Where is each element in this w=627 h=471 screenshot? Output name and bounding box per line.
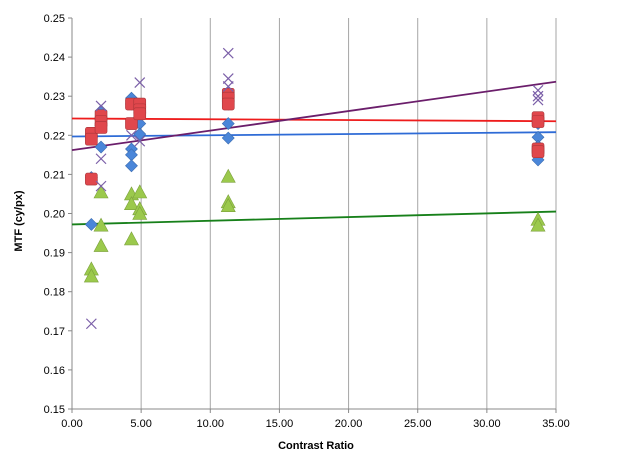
x-tick-label: 35.00 xyxy=(542,418,570,430)
marker-cross xyxy=(222,47,234,59)
marker-triangle xyxy=(93,217,109,232)
y-tick-label: 0.25 xyxy=(44,13,65,25)
marker-diamond xyxy=(94,140,108,154)
marker-square xyxy=(85,172,98,186)
marker-square xyxy=(133,107,147,121)
marker-cross xyxy=(222,81,234,92)
marker-cross xyxy=(95,180,107,192)
marker-triangle xyxy=(530,217,546,232)
trendline xyxy=(71,210,557,226)
marker-diamond xyxy=(125,159,138,173)
marker-cross xyxy=(95,153,107,165)
marker-cross xyxy=(532,84,544,96)
trendline xyxy=(71,117,557,123)
marker-triangle xyxy=(132,184,148,199)
y-tick-label: 0.16 xyxy=(44,365,65,377)
y-tick-label: 0.23 xyxy=(44,91,65,103)
marker-cross xyxy=(95,100,107,112)
marker-diamond xyxy=(221,131,235,145)
marker-diamond xyxy=(84,218,98,231)
data-points xyxy=(83,47,546,330)
y-tick-label: 0.17 xyxy=(44,326,65,338)
x-tick-label: 20.00 xyxy=(335,418,363,430)
marker-square xyxy=(221,97,235,111)
marker-cross xyxy=(222,73,234,85)
x-tick-label: 10.00 xyxy=(197,418,225,430)
marker-triangle xyxy=(220,168,236,183)
marker-triangle xyxy=(220,198,236,212)
y-tick-label: 0.24 xyxy=(44,52,65,64)
marker-triangle xyxy=(123,196,139,211)
y-tick-label: 0.19 xyxy=(44,248,65,260)
x-tick-label: 30.00 xyxy=(473,418,501,430)
marker-triangle xyxy=(93,184,109,199)
axes xyxy=(68,17,557,413)
x-tick-label: 0.00 xyxy=(61,418,82,430)
marker-triangle xyxy=(132,205,148,220)
marker-square xyxy=(531,115,545,128)
trendline xyxy=(71,80,557,152)
y-tick-label: 0.22 xyxy=(44,130,65,142)
marker-square xyxy=(125,117,138,130)
marker-cross xyxy=(126,129,137,141)
marker-square xyxy=(85,132,98,146)
marker-triangle xyxy=(123,231,139,246)
y-tick-label: 0.18 xyxy=(44,287,65,299)
marker-cross xyxy=(532,94,544,106)
trendlines xyxy=(71,80,557,226)
marker-square xyxy=(94,121,108,134)
marker-cross xyxy=(134,77,146,88)
marker-diamond xyxy=(221,117,235,130)
marker-cross xyxy=(85,318,97,330)
y-axis-title: MTF (cy/px) xyxy=(13,190,25,251)
x-tick-label: 15.00 xyxy=(266,418,294,430)
y-tick-label: 0.20 xyxy=(44,209,65,221)
marker-cross xyxy=(134,135,146,147)
marker-square xyxy=(531,145,545,159)
x-tick-label: 5.00 xyxy=(130,418,151,430)
tick-labels: 0.00 5.00 10.00 15.00 20.00 25.00 30.00 35.00 0.… xyxy=(44,13,570,430)
marker-triangle xyxy=(93,237,109,252)
trendline xyxy=(71,131,557,138)
marker-triangle xyxy=(83,268,99,283)
y-tick-label: 0.15 xyxy=(44,404,65,416)
x-tick-label: 25.00 xyxy=(404,418,432,430)
marker-diamond xyxy=(133,127,147,141)
marker-cross xyxy=(532,90,544,102)
y-tick-label: 0.21 xyxy=(44,169,65,181)
x-axis-title: Contrast Ratio xyxy=(278,440,354,452)
